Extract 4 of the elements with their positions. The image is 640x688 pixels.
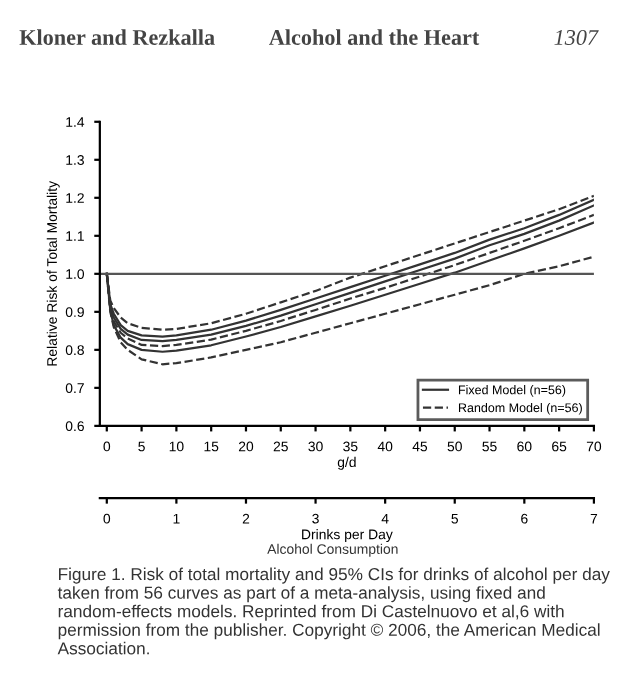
caption: Figure 1. Risk of total mortality and 95% CIs for drinks of alcohol per day taken from 56 curves as part of a meta-analysis, using fixed and random-effects models. Reprinted from Di Castelnuovo et al,6 with permission from the publisher. Copyright © 2006, the American Medical Association. — [57, 567, 610, 655]
text: 1307 — [554, 29, 599, 45]
text: Alcohol and the Heart — [269, 29, 480, 45]
text: Kloner and Rezkalla — [19, 29, 215, 45]
